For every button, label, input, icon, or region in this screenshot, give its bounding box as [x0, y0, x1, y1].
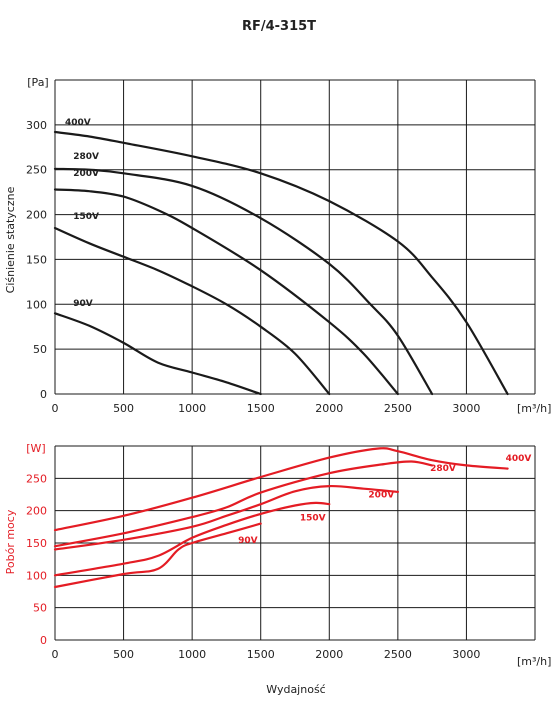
- y-tick-label: 50: [33, 343, 47, 356]
- power-grid: [54, 445, 536, 641]
- chart-title: RF/4-315T: [242, 19, 316, 34]
- y-tick-label: 0: [40, 634, 47, 647]
- power-x-unit: [m³/h]: [517, 655, 551, 668]
- x-tick-label: 3000: [452, 402, 480, 415]
- power-chart: [W] [m³/h] Pobór mocy Wydajność 0 500 1000…: [4, 442, 551, 696]
- series-line-400V: [53, 130, 509, 396]
- pressure-y-unit: [Pa]: [27, 76, 48, 89]
- series-line-200V: [53, 484, 399, 551]
- series-line-150V: [53, 501, 331, 577]
- y-tick-label: 50: [33, 602, 47, 615]
- x-tick-label: 1000: [178, 648, 206, 661]
- x-tick-label: 2000: [315, 402, 343, 415]
- series-label-90V: 90V: [238, 536, 258, 546]
- series-label-150V: 150V: [300, 513, 326, 523]
- series-label-400V: 400V: [506, 454, 532, 464]
- series-label-200V: 200V: [73, 169, 99, 179]
- series-line-280V: [53, 167, 434, 396]
- x-tick-label: 2500: [384, 402, 412, 415]
- series-line-90V: [53, 522, 262, 589]
- power-y-axis-label: Pobór mocy: [4, 509, 17, 574]
- series-label-90V: 90V: [73, 299, 93, 309]
- x-tick-label: 500: [113, 402, 134, 415]
- y-tick-label: 150: [26, 253, 47, 266]
- series-label-280V: 280V: [430, 464, 456, 474]
- power-ticks: 0 500 1000 1500 2000 2500 3000 0 50 100 150 200 250: [26, 472, 480, 661]
- x-tick-label: 0: [52, 402, 59, 415]
- pressure-y-axis-label: Ciśnienie statyczne: [4, 186, 17, 293]
- x-tick-label: 1500: [247, 648, 275, 661]
- series-label-200V: 200V: [368, 491, 394, 501]
- series-label-400V: 400V: [65, 118, 91, 128]
- x-tick-label: 0: [52, 648, 59, 661]
- y-tick-label: 250: [26, 472, 47, 485]
- pressure-grid: [54, 79, 536, 395]
- x-tick-label: 500: [113, 648, 134, 661]
- y-tick-label: 200: [26, 209, 47, 222]
- x-tick-label: 2000: [315, 648, 343, 661]
- power-series: [53, 447, 509, 589]
- pressure-chart: [Pa] [m³/h] Ciśnienie statyczne 0 500 1000…: [4, 76, 551, 415]
- x-tick-label: 1500: [247, 402, 275, 415]
- power-y-unit: [W]: [26, 442, 45, 455]
- pressure-x-unit: [m³/h]: [517, 402, 551, 415]
- x-tick-label: 2500: [384, 648, 412, 661]
- y-tick-label: 300: [26, 119, 47, 132]
- series-label-150V: 150V: [73, 212, 99, 222]
- x-tick-label: 1000: [178, 402, 206, 415]
- pressure-ticks: 0 500 1000 1500 2000 2500 3000 0 50 100 150 200 250 3…: [26, 119, 480, 415]
- series-label-280V: 280V: [73, 152, 99, 162]
- y-tick-label: 100: [26, 569, 47, 582]
- y-tick-label: 150: [26, 537, 47, 550]
- power-series-labels: 400V 280V 200V 150V 90V: [238, 454, 531, 546]
- series-line-150V: [53, 226, 331, 396]
- series-line-90V: [53, 312, 262, 396]
- series-line-400V: [53, 447, 509, 532]
- pressure-series: [53, 130, 509, 396]
- power-x-axis-label: Wydajność: [266, 683, 325, 696]
- y-tick-label: 0: [40, 388, 47, 401]
- x-tick-label: 3000: [452, 648, 480, 661]
- series-line-280V: [53, 460, 434, 548]
- pressure-series-labels: 400V 280V 200V 150V 90V: [65, 118, 99, 309]
- series-line-200V: [53, 188, 399, 396]
- y-tick-label: 100: [26, 298, 47, 311]
- y-tick-label: 200: [26, 505, 47, 518]
- y-tick-label: 250: [26, 164, 47, 177]
